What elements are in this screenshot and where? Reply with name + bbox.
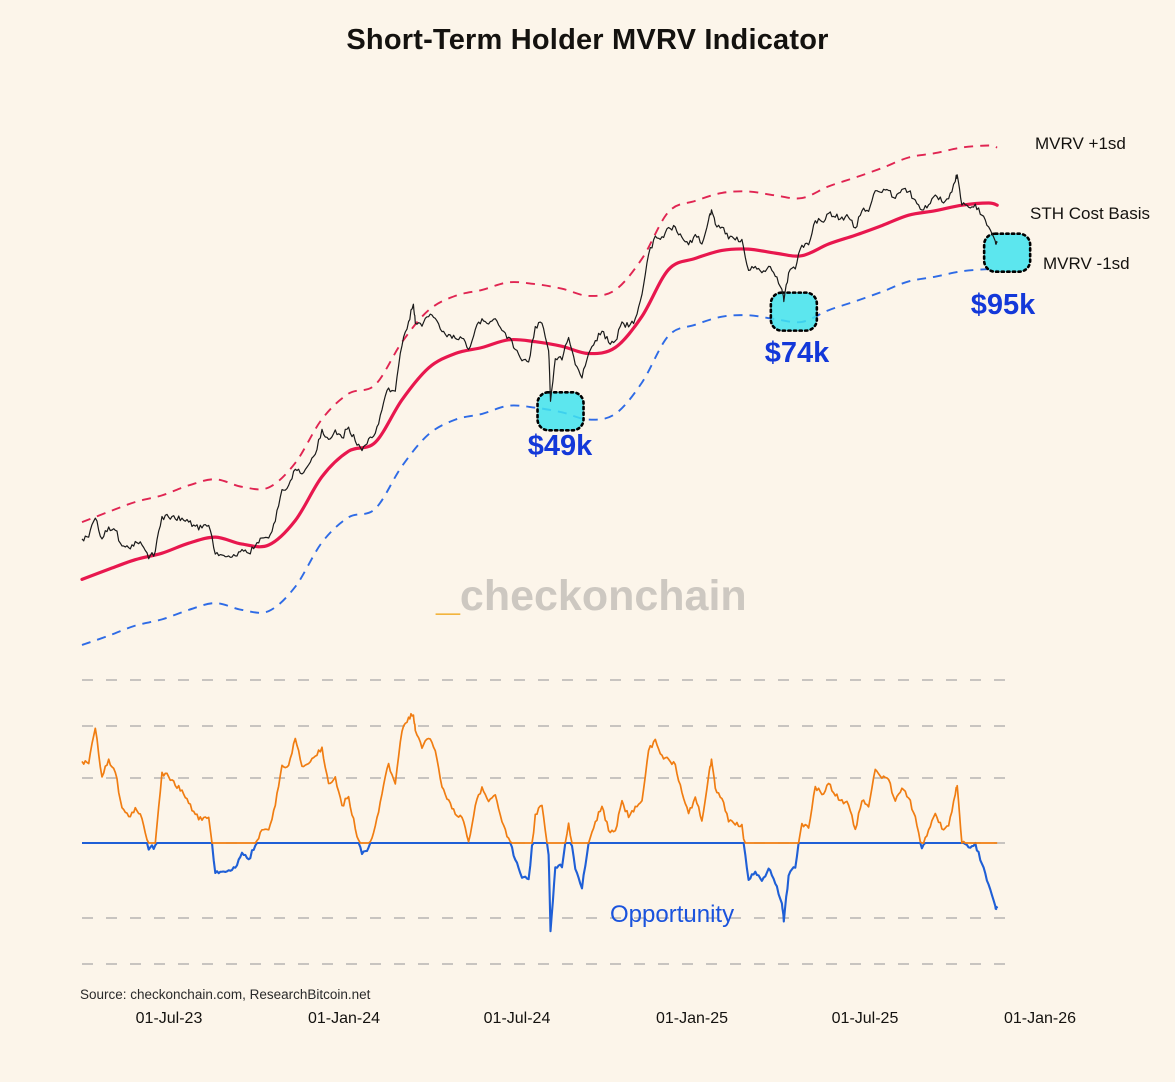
opportunity-annotation: Opportunity [610, 901, 735, 928]
source-note: Source: checkonchain.com, ResearchBitcoi… [80, 987, 371, 1002]
x-tick-jul23: 01-Jul-23 [135, 1010, 203, 1027]
legend-mvrv-plus1sd: MVRV +1sd [1035, 134, 1126, 153]
x-axis: 01-Jul-23 01-Jan-24 01-Jul-24 01-Jan-25 … [0, 1010, 1175, 1034]
x-tick-jan25: 01-Jan-25 [655, 1010, 729, 1027]
highlight-box-95k [982, 232, 1032, 274]
watermark-text: checkonchain [459, 572, 747, 620]
x-tick-jul25: 01-Jul-25 [831, 1010, 899, 1027]
sth-cost-basis-line [80, 201, 999, 581]
oscillator-negative-line [82, 841, 999, 933]
x-tick-jan24: 01-Jan-24 [307, 1010, 381, 1027]
price-line [81, 174, 998, 560]
legend-mvrv-minus1sd: MVRV -1sd [1043, 254, 1130, 273]
legend-sth-cost-basis: STH Cost Basis [1030, 204, 1150, 223]
x-tick-jan26: 01-Jan-26 [1003, 1010, 1077, 1027]
watermark-underscore: _ [436, 572, 460, 620]
checkonchain-watermark: _checkonchain [436, 572, 747, 621]
x-tick-jul24: 01-Jul-24 [483, 1010, 551, 1027]
annotation-74k: $74k [764, 337, 830, 369]
highlight-box-49k [536, 390, 585, 432]
annotation-49k: $49k [527, 430, 593, 462]
mvrv-plus1sd-line [81, 144, 998, 523]
highlight-box-74k [769, 291, 819, 332]
oscillator-positive-line [81, 712, 998, 844]
annotation-95k: $95k [970, 289, 1036, 321]
chart-title: Short-Term Holder MVRV Indicator [346, 24, 829, 56]
